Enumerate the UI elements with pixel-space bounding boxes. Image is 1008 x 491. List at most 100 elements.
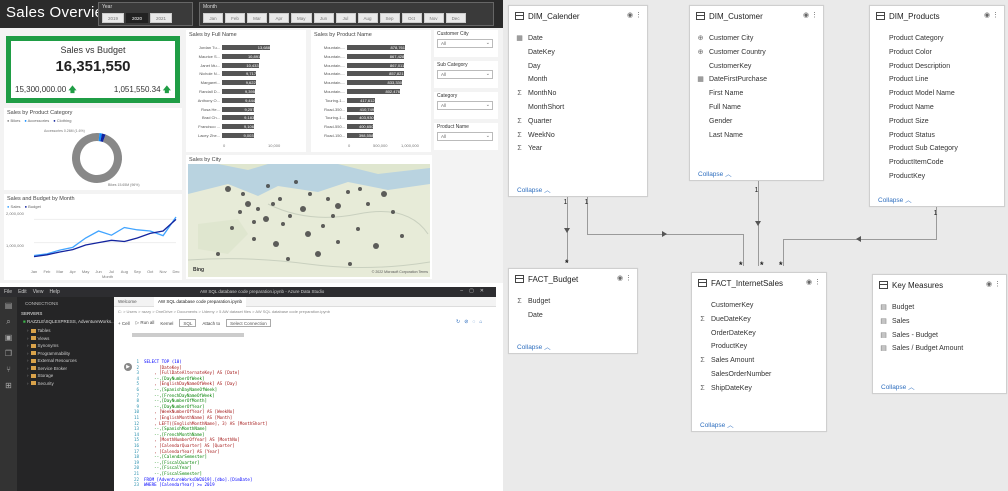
tree-item[interactable]: › Storage bbox=[27, 372, 53, 379]
map-bubble[interactable] bbox=[294, 180, 298, 184]
bar-row[interactable]: Road-350... 410,749 bbox=[317, 106, 375, 112]
table-field[interactable]: Product Description bbox=[876, 60, 950, 73]
map-bubble[interactable] bbox=[321, 224, 325, 228]
month-chip[interactable]: Apr bbox=[269, 13, 289, 23]
table-field[interactable]: SalesOrderNumber bbox=[698, 368, 771, 381]
series-line-sales[interactable] bbox=[33, 216, 177, 257]
table-field[interactable]: Product Status bbox=[876, 129, 935, 142]
bar-row[interactable]: Jordan Tu... 13,688 bbox=[192, 45, 270, 50]
table-field[interactable]: Product Name bbox=[876, 101, 934, 114]
menu-item[interactable]: Edit bbox=[18, 289, 27, 295]
bar-row[interactable]: Nichole N... 9,717 bbox=[192, 71, 257, 77]
month-chip[interactable]: Sep bbox=[379, 13, 400, 23]
bar-row[interactable]: Touring-1... 417,612 bbox=[317, 97, 375, 103]
breadcrumb[interactable]: C: > Users > razzy > OneDrive > Document… bbox=[118, 309, 330, 314]
bar-row[interactable]: Maurice S... 10,891 bbox=[192, 53, 261, 59]
collapse-button[interactable]: Collapse ︿ bbox=[517, 341, 551, 351]
table-field[interactable]: Σ Quarter bbox=[515, 115, 551, 128]
table-header[interactable]: DIM_Calender bbox=[509, 6, 647, 26]
month-chip[interactable]: Jun bbox=[313, 13, 334, 23]
menu-item[interactable]: File bbox=[4, 289, 13, 295]
table-field[interactable]: Full Name bbox=[696, 101, 741, 114]
extensions-icon[interactable]: ⊞ bbox=[5, 381, 12, 390]
collapse-button[interactable]: Collapse ︿ bbox=[698, 168, 732, 178]
map-bubble[interactable] bbox=[288, 214, 292, 218]
notebook-actions[interactable]: ↻⊘◌⌂ bbox=[456, 319, 487, 325]
table-field[interactable]: Σ Year bbox=[515, 142, 542, 155]
table-field[interactable]: Σ DueDateKey bbox=[698, 313, 750, 326]
servers-header[interactable]: SERVERS bbox=[21, 311, 43, 316]
map-bubble[interactable] bbox=[308, 192, 312, 196]
sales-and-budget-chart[interactable]: Sales and Budget by Month ● Sales ● Budg… bbox=[4, 194, 182, 280]
month-chip[interactable]: Mar bbox=[247, 13, 267, 23]
collapse-button[interactable]: Collapse ︿ bbox=[517, 184, 551, 194]
table-field[interactable]: Σ ShipDateKey bbox=[698, 382, 752, 395]
bar-row[interactable]: Mountain-... 867,428 bbox=[317, 53, 405, 59]
map-bubble[interactable] bbox=[271, 202, 275, 206]
table-field[interactable]: Σ MonthNo bbox=[515, 87, 556, 100]
tab-welcome[interactable]: Welcome bbox=[118, 299, 137, 304]
menu-item[interactable]: Help bbox=[49, 289, 60, 295]
window-controls[interactable]: –▢✕ bbox=[460, 288, 490, 294]
table-field[interactable]: ⊕ Customer Country bbox=[696, 46, 766, 59]
table-field[interactable]: Σ Budget bbox=[515, 295, 550, 308]
table-header[interactable]: FACT_InternetSales bbox=[692, 273, 826, 293]
map-bubble[interactable] bbox=[366, 202, 370, 206]
connections-icon[interactable]: ▤ bbox=[4, 301, 13, 310]
month-chip[interactable]: Feb bbox=[225, 13, 245, 23]
map-bubble[interactable] bbox=[336, 240, 340, 244]
month-chip[interactable]: Jan bbox=[203, 13, 223, 23]
table-field[interactable]: ▦ DateFirstPurchase bbox=[696, 73, 767, 86]
donut-slice[interactable] bbox=[100, 133, 106, 143]
bar-row[interactable]: Lacey Zhe... 9,003 bbox=[192, 133, 254, 138]
bar-row[interactable]: Janet Mu... 10,433 bbox=[192, 62, 259, 68]
bar-row[interactable]: Mountain-... 802,476 bbox=[317, 89, 400, 94]
visibility-icon[interactable]: ◉ ⋮ bbox=[985, 281, 1001, 288]
table-field[interactable]: MonthShort bbox=[515, 101, 564, 114]
map-bubble[interactable] bbox=[286, 257, 290, 261]
table-field[interactable]: Σ Sales Amount bbox=[698, 354, 754, 367]
map-bubble[interactable] bbox=[305, 231, 311, 237]
sales-by-full-name-chart[interactable]: Sales by Full Name Jordan Tu... 13,688 Mau… bbox=[186, 30, 306, 152]
visibility-icon[interactable]: ◉ ⋮ bbox=[805, 279, 821, 286]
map-bubble[interactable] bbox=[348, 262, 352, 266]
map-bubble[interactable] bbox=[252, 220, 256, 224]
table-field[interactable]: Product Sub Category bbox=[876, 142, 958, 155]
model-table-dim-calendar[interactable]: DIM_Calender ◉ ⋮ ▦ Date DateKey Day Month Σ Mont… bbox=[508, 5, 648, 197]
map-bubble[interactable] bbox=[278, 197, 282, 201]
table-field[interactable]: ProductKey bbox=[698, 340, 747, 353]
filter-dropdown[interactable]: All bbox=[437, 39, 493, 48]
model-table-dim-products[interactable]: DIM_Products ◉ ⋮ Product Category Product C… bbox=[869, 5, 1005, 207]
filter-dropdown[interactable]: All bbox=[437, 70, 493, 79]
collapse-button[interactable]: Collapse ︿ bbox=[700, 419, 734, 429]
map-bubble[interactable] bbox=[241, 192, 245, 196]
table-field[interactable]: CustomerKey bbox=[696, 60, 751, 73]
month-chip[interactable]: Jul bbox=[335, 13, 356, 23]
relationship-line[interactable] bbox=[587, 197, 588, 235]
table-field[interactable]: Date bbox=[515, 309, 543, 322]
sales-by-city-map[interactable]: Sales by City Bing © 2022 Microsoft Corp… bbox=[186, 155, 432, 279]
tree-item[interactable]: › Synonyms bbox=[27, 342, 59, 349]
bar-row[interactable]: Road-150... 398,558 bbox=[317, 133, 374, 138]
filter-dropdown[interactable]: All bbox=[437, 101, 493, 110]
table-field[interactable]: ▤ Sales bbox=[879, 315, 909, 328]
month-chip[interactable]: May bbox=[291, 13, 312, 23]
table-field[interactable]: ProductItemCode bbox=[876, 156, 943, 169]
bar-row[interactable]: Mountain-... 878,761 bbox=[317, 45, 405, 50]
tree-item[interactable]: › Programmability bbox=[27, 350, 70, 357]
add-cell-button[interactable]: + Cell bbox=[118, 320, 130, 326]
visibility-icon[interactable]: ◉ ⋮ bbox=[626, 12, 642, 19]
bar-row[interactable]: Margaret... 9,622 bbox=[192, 80, 256, 86]
map-bubble[interactable] bbox=[346, 190, 350, 194]
search-icon[interactable]: ⌕ bbox=[6, 317, 11, 326]
map-bubble[interactable] bbox=[356, 227, 360, 231]
model-table-dim-customer[interactable]: DIM_Customer ◉ ⋮ ⊕ Customer City ⊕ Customer C… bbox=[689, 5, 824, 181]
map-bubble[interactable] bbox=[326, 197, 330, 201]
month-chip[interactable]: Nov bbox=[423, 13, 444, 23]
map-bubble[interactable] bbox=[216, 252, 220, 256]
bar-row[interactable]: Randall D... 9,395 bbox=[192, 89, 255, 94]
bar-row[interactable]: Anthony O... 9,444 bbox=[192, 97, 256, 103]
map-bubble[interactable] bbox=[263, 216, 269, 222]
model-table-fact-internet-sales[interactable]: FACT_InternetSales ◉ ⋮ CustomerKey Σ DueDate… bbox=[691, 272, 827, 432]
table-field[interactable]: ▤ Budget bbox=[879, 301, 914, 314]
